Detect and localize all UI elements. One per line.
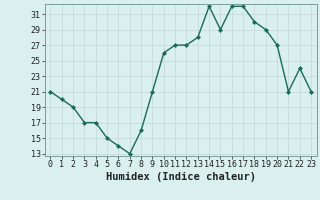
X-axis label: Humidex (Indice chaleur): Humidex (Indice chaleur) [106,172,256,182]
